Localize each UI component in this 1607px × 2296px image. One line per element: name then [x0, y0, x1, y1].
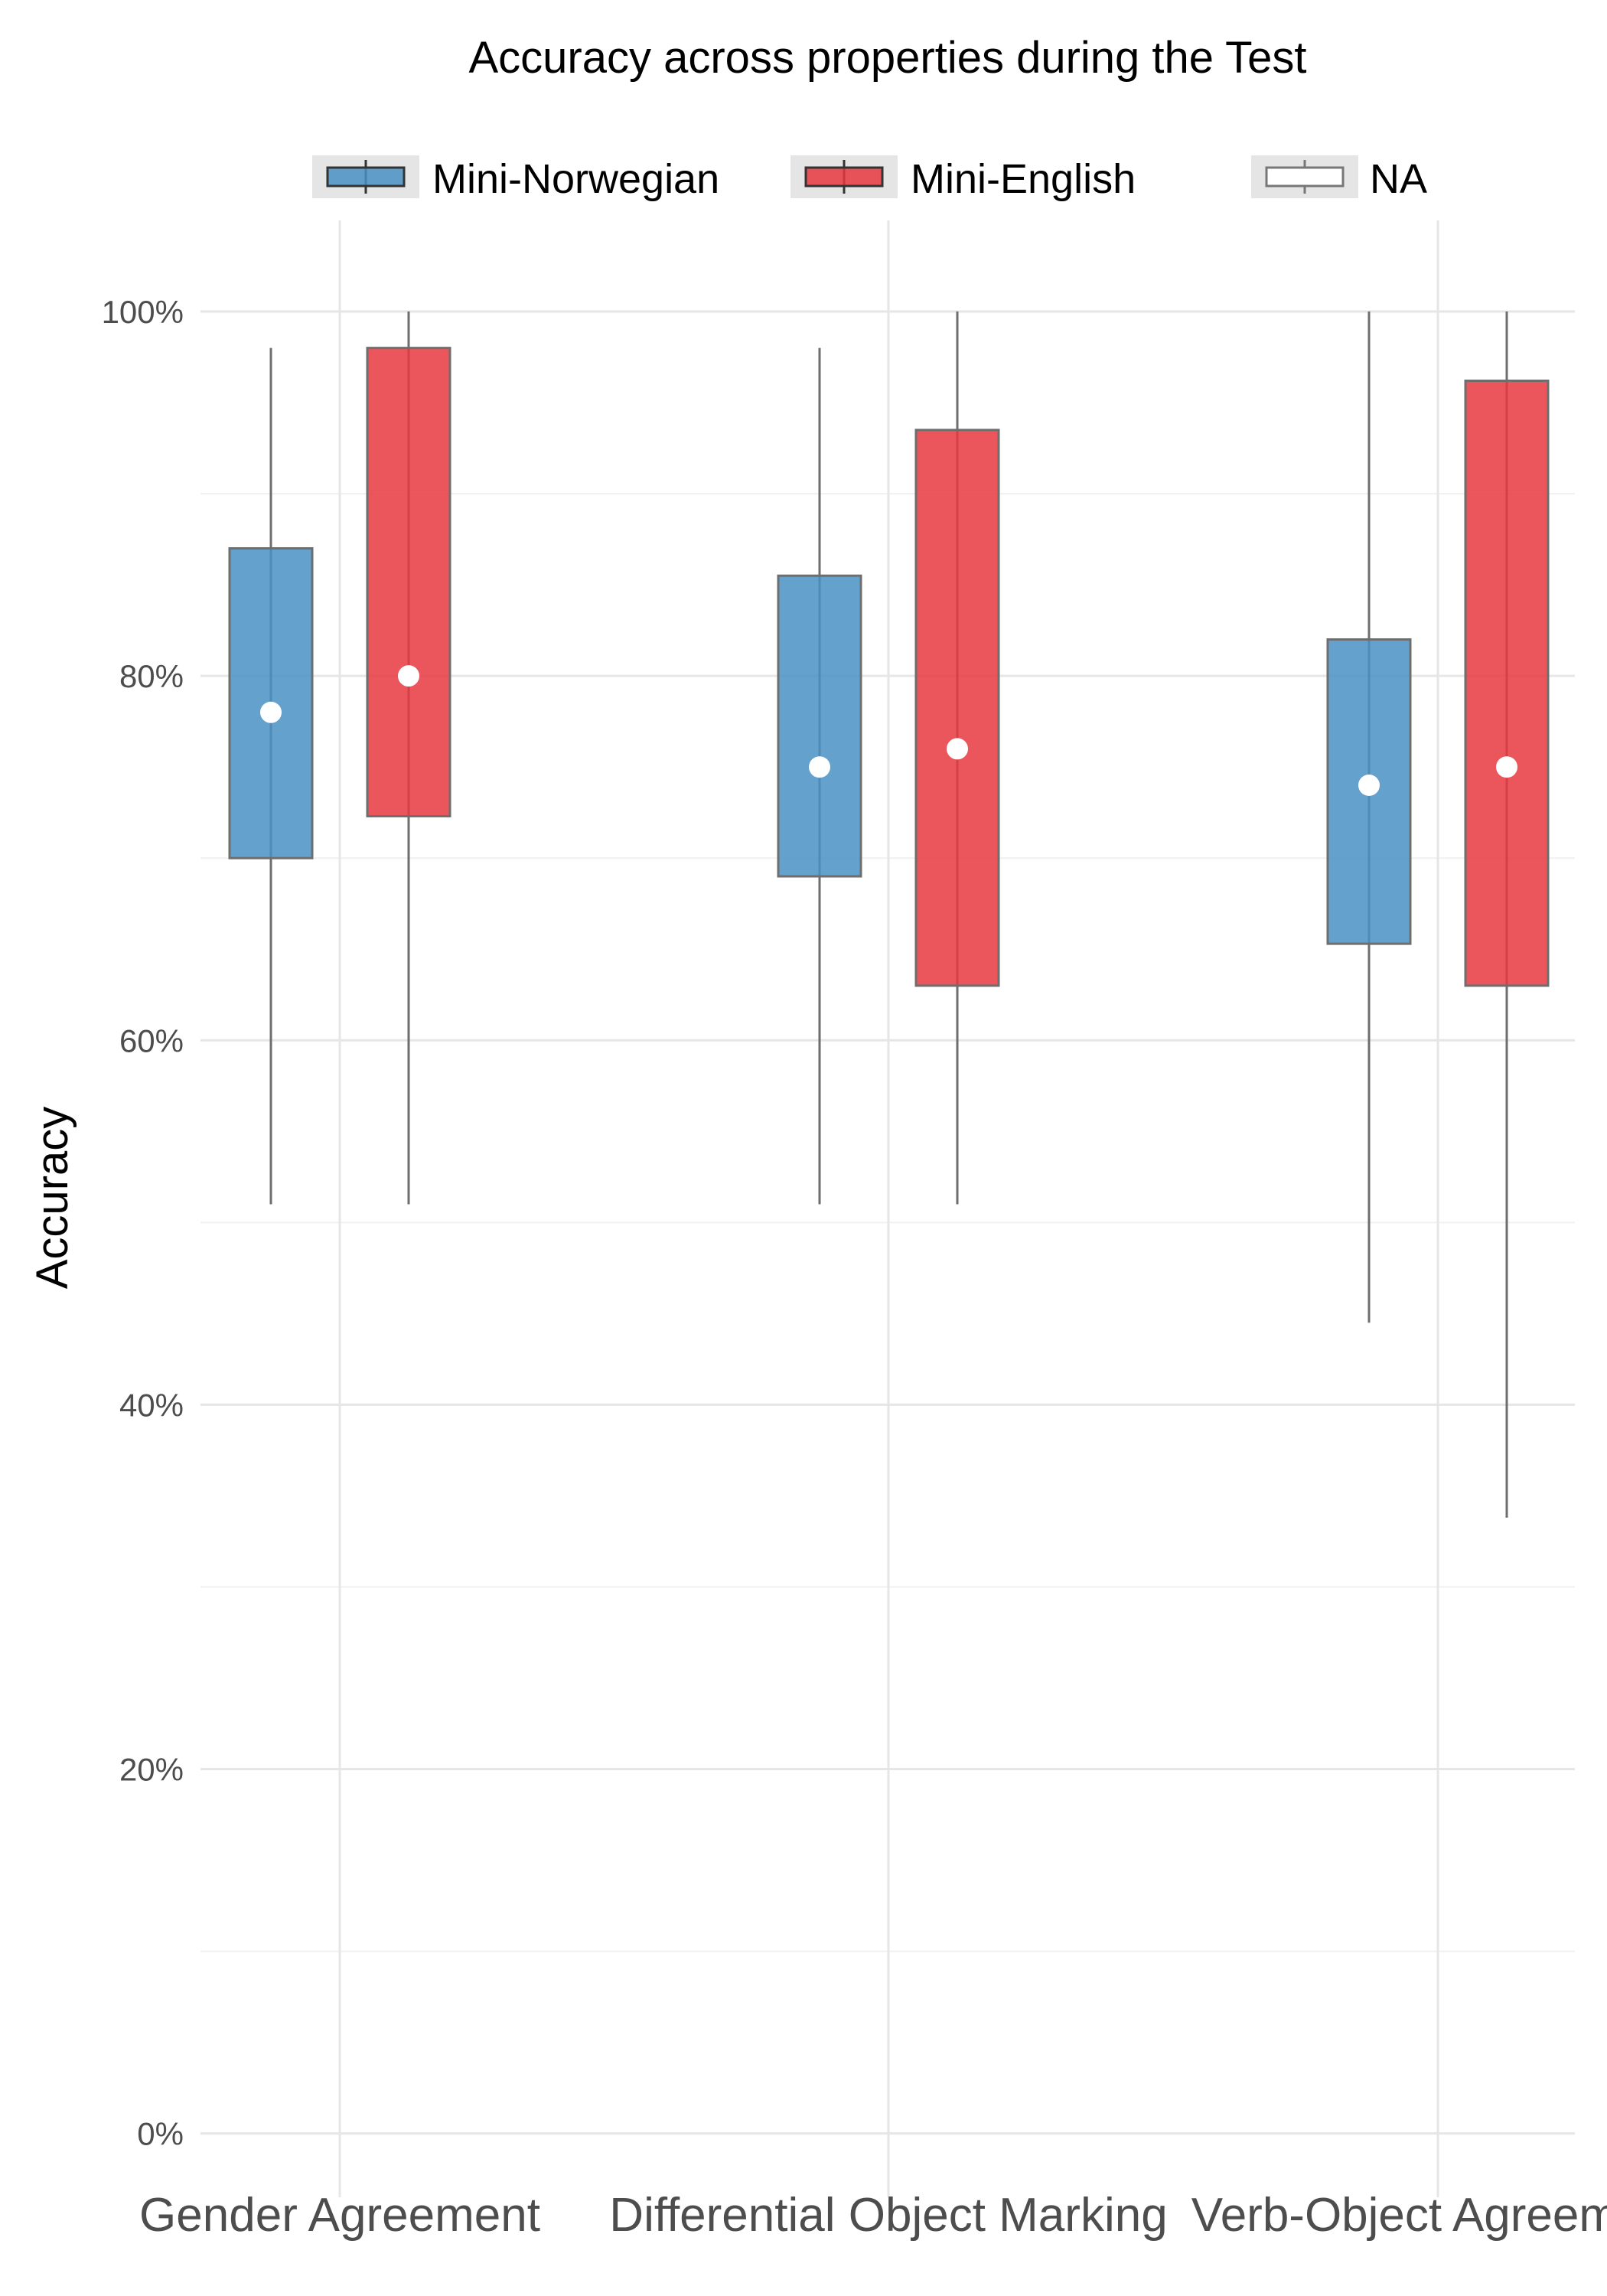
legend-label-mini-norwegian: Mini-Norwegian [432, 156, 719, 202]
y-tick-label: 60% [119, 1022, 184, 1058]
box-mini-english-0 [366, 311, 451, 1205]
x-axis-ticks: Gender Agreement Differential Object Mark… [139, 2189, 1607, 2242]
box-mini-english-2 [1464, 311, 1550, 1518]
legend-item-na: NA [1251, 155, 1427, 202]
legend-item-mini-english: Mini-English [790, 155, 1136, 202]
box-body [366, 347, 451, 817]
box-body [914, 429, 1000, 987]
box-body [1464, 379, 1550, 987]
legend-swatch-mini-norwegian [326, 166, 406, 188]
legend-item-mini-norwegian: Mini-Norwegian [312, 155, 719, 202]
box-mini-norwegian-0 [228, 347, 314, 1205]
y-tick-label: 40% [119, 1387, 184, 1423]
box-mean-point [398, 665, 419, 687]
y-tick-label: 100% [102, 294, 184, 330]
box-mean-point [809, 756, 830, 778]
legend-label-na: NA [1370, 156, 1427, 202]
box-mean-point [1358, 775, 1380, 796]
y-tick-label: 80% [119, 658, 184, 694]
y-axis-label: Accuracy [28, 1107, 77, 1290]
box-mini-norwegian-1 [777, 347, 862, 1205]
x-tick-label: Verb-Object Agreement [1191, 2189, 1607, 2242]
box-body [1326, 638, 1412, 945]
y-tick-label: 20% [119, 1752, 184, 1788]
x-tick-label: Gender Agreement [139, 2189, 540, 2242]
chart-title: Accuracy across properties during the Te… [468, 33, 1306, 83]
legend-swatch-mini-english [804, 166, 884, 188]
y-tick-label: 0% [137, 2116, 184, 2152]
legend: Mini-Norwegian Mini-English NA [312, 155, 1427, 202]
box-mini-norwegian-2 [1326, 311, 1412, 1323]
box-mean-point [1496, 756, 1517, 778]
legend-label-mini-english: Mini-English [911, 156, 1136, 202]
box-series [228, 311, 1550, 1518]
y-axis-ticks: 0% 20% 40% 60% 80% 100% [102, 294, 184, 2152]
box-body [777, 574, 862, 878]
legend-swatch-na [1265, 166, 1345, 188]
box-mini-english-1 [914, 311, 1000, 1205]
box-mean-point [947, 738, 968, 760]
x-tick-label: Differential Object Marking [609, 2189, 1167, 2242]
box-mean-point [260, 701, 282, 723]
